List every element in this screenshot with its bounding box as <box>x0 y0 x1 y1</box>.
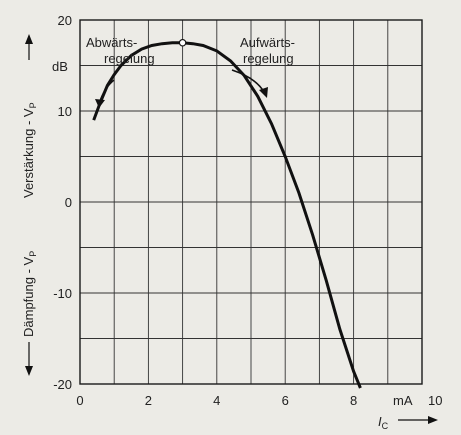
y-title-bottom-text: Dämpfung - V <box>21 256 36 337</box>
x-tick-label: 4 <box>213 393 220 408</box>
arrow-aufwaerts <box>231 69 268 98</box>
y-title-bottom: Dämpfung - VP <box>21 251 38 337</box>
peak-marker <box>178 38 187 47</box>
x-tick-label: 2 <box>145 393 152 408</box>
svg-text:IC: IC <box>378 414 389 431</box>
annotation-abwaerts: Abwärts- regelung <box>86 35 155 66</box>
y-unit: dB <box>52 59 68 74</box>
svg-text:Dämpfung - VP: Dämpfung - VP <box>21 251 38 337</box>
x-tick-label: 6 <box>282 393 289 408</box>
annotation-aufwaerts-line1: Aufwärts- <box>240 35 295 50</box>
x-tick-label: 0 <box>76 393 83 408</box>
y-arrow-up <box>25 34 33 60</box>
y-tick-label: -20 <box>53 377 72 392</box>
annotation-aufwaerts: Aufwärts- regelung <box>240 35 295 66</box>
svg-text:Verstärkung - VP: Verstärkung - VP <box>21 102 38 198</box>
x-title-sub: C <box>382 421 389 431</box>
y-title-top-text: Verstärkung - V <box>21 108 36 198</box>
annotation-abwaerts-line1: Abwärts- <box>86 35 137 50</box>
grid <box>80 20 422 384</box>
y-title-bottom-sub: P <box>28 251 38 257</box>
x-unit: mA <box>393 393 413 408</box>
y-tick-label: 20 <box>58 13 72 28</box>
curve-line <box>92 41 362 389</box>
x-title-text: I <box>378 414 382 429</box>
y-tick-label: 10 <box>58 104 72 119</box>
y-tick-labels: 20 10 0 -10 -20 <box>53 13 72 392</box>
y-tick-label: 0 <box>65 195 72 210</box>
y-title-top-sub: P <box>28 102 38 108</box>
x-tick-label: 10 <box>428 393 442 408</box>
x-tick-labels: 0 2 4 6 8 10 <box>76 393 442 408</box>
y-arrow-down <box>25 342 33 376</box>
arrow-abwaerts <box>95 79 115 108</box>
x-title: IC <box>378 414 438 431</box>
annotation-aufwaerts-line2: regelung <box>243 51 294 66</box>
x-tick-label: 8 <box>350 393 357 408</box>
y-title-top: Verstärkung - VP <box>21 102 38 198</box>
y-tick-label: -10 <box>53 286 72 301</box>
plot-frame <box>79 19 423 385</box>
annotation-abwaerts-line2: regelung <box>104 51 155 66</box>
x-arrow <box>398 416 438 424</box>
